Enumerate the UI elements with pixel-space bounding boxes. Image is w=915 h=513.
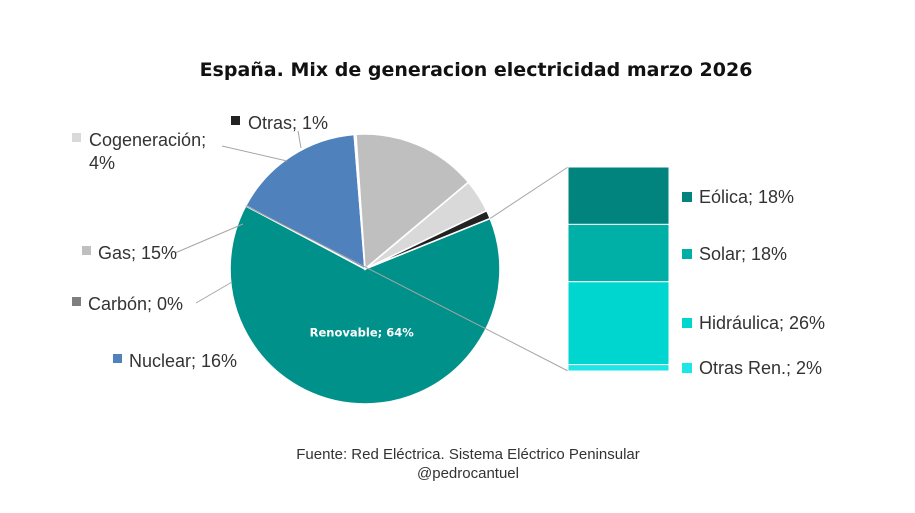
- legend-marker-otras-ren: [682, 363, 692, 373]
- author-note: @pedrocantuel: [417, 465, 519, 482]
- pie-slice-gas: [355, 133, 470, 271]
- legend-marker-solar: [682, 249, 692, 259]
- breakdown-legend: Eólica; 18% Solar; 18% Hidráulica; 26% Otra…: [682, 187, 825, 378]
- legend-marker-nuclear: [113, 354, 122, 363]
- bar-segment-solar: [567, 223, 670, 283]
- leader-line-cogeneracion: [221, 145, 288, 162]
- bar-segment-eolica: [567, 166, 670, 225]
- leader-line-otras: [297, 130, 302, 149]
- pie-label-carbon: Carbón; 0%: [72, 281, 233, 314]
- legend-marker-cogeneracion: [72, 133, 81, 142]
- label-text-otras-ren: Otras Ren.; 2%: [699, 358, 822, 378]
- pie-label-renovable: Renovable; 64%: [310, 325, 415, 339]
- bar-segment-otras-ren: [567, 364, 670, 372]
- chart-title: España. Mix de generacion electricidad m…: [200, 59, 753, 81]
- leader-line-gas: [174, 223, 244, 254]
- bar-label-hidraulica: Hidráulica; 26%: [682, 313, 825, 333]
- legend-marker-eolica: [682, 192, 692, 202]
- label-text-carbon: Carbón; 0%: [88, 294, 183, 314]
- connector-bottom: [245, 205, 569, 372]
- breakdown-connectors: [245, 166, 569, 372]
- label-text-nuclear: Nuclear; 16%: [129, 351, 237, 371]
- label-text-otras: Otras; 1%: [248, 113, 328, 133]
- bar-label-otras-ren: Otras Ren.; 2%: [682, 358, 822, 378]
- pie-label-gas: Gas; 15%: [82, 223, 244, 263]
- source-note: Fuente: Red Eléctrica. Sistema Eléctrico…: [296, 446, 639, 463]
- legend-marker-gas: [82, 246, 91, 255]
- legend-marker-carbon: [72, 297, 81, 306]
- label-text-gas: Gas; 15%: [98, 243, 177, 263]
- label-text-hidraulica: Hidráulica; 26%: [699, 313, 825, 333]
- pie-label-cogeneracion: Cogeneración; 4%: [72, 130, 288, 173]
- pie-label-nuclear: Nuclear; 16%: [113, 351, 237, 371]
- label-text-solar: Solar; 18%: [699, 244, 787, 264]
- pie-label-otras: Otras; 1%: [231, 113, 328, 149]
- pie-labels: Nuclear; 16% Carbón; 0% Gas; 15% Cogeneraci…: [72, 113, 328, 371]
- label-text-eolica: Eólica; 18%: [699, 187, 794, 207]
- pie-slice-otras: [364, 209, 492, 270]
- pie-slice-nuclear: [244, 133, 366, 271]
- connector-top: [489, 166, 569, 219]
- legend-marker-otras: [231, 116, 240, 125]
- pie: Renovable; 64%: [229, 133, 501, 405]
- pie-slice-renovable: [229, 204, 501, 405]
- leader-line-carbon: [195, 281, 233, 304]
- breakdown-bar: [567, 166, 670, 372]
- bar-segment-hidraulica: [567, 281, 670, 366]
- bar-label-eolica: Eólica; 18%: [682, 187, 794, 207]
- legend-marker-hidraulica: [682, 318, 692, 328]
- label-text-cogeneracion: Cogeneración; 4%: [89, 130, 206, 173]
- bar-label-solar: Solar; 18%: [682, 244, 787, 264]
